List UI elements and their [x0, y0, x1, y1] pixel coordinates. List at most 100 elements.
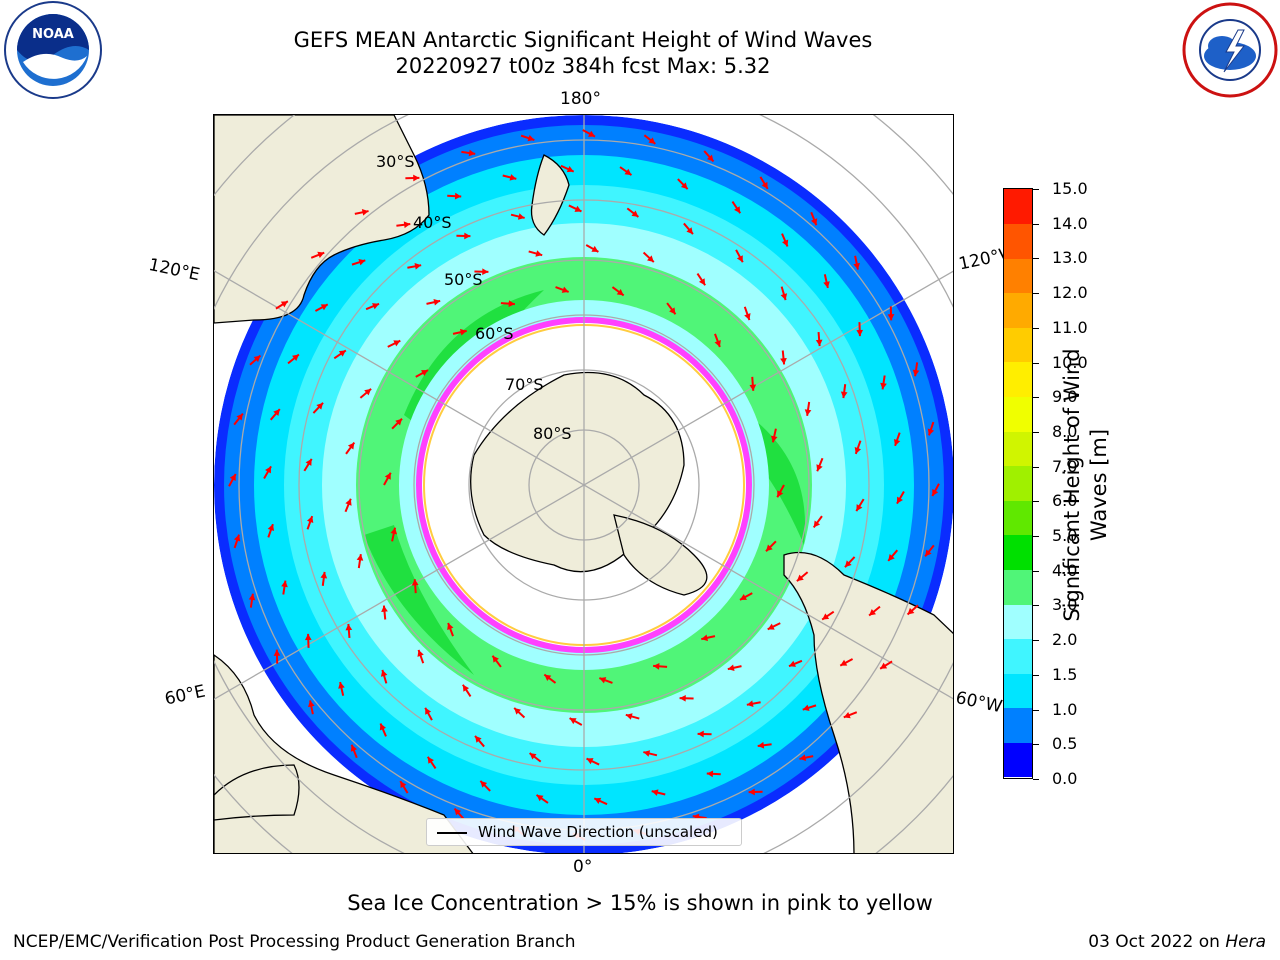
wave-arrow-head: [480, 780, 488, 788]
wave-arrow-head: [569, 718, 577, 725]
colorbar-tick-label: 0.0: [1052, 769, 1078, 788]
wave-arrow-head: [744, 313, 751, 321]
wave-arrow-head: [844, 560, 852, 568]
colorbar-tickmark: [1033, 258, 1039, 260]
wave-arrow-head: [535, 250, 543, 257]
colorbar-label: Significant Height of Wind Waves [m]: [1060, 348, 1111, 622]
colorbar-tickmark: [1033, 674, 1039, 676]
wave-arrow-head: [648, 137, 656, 144]
wave-arrow-head: [347, 442, 355, 450]
colorbar-tick-label: 10.0: [1052, 352, 1088, 372]
colorbar-tickmark: [1033, 570, 1039, 572]
wave-arrow-head: [427, 756, 434, 764]
colorbar-tick-label: 7.0: [1052, 456, 1078, 476]
colorbar-tick-label: 12.0: [1052, 283, 1088, 303]
wave-arrow-head: [927, 428, 935, 436]
wave-arrow-head: [508, 300, 515, 307]
wave-arrow-head: [320, 571, 328, 579]
wave-arrow-head: [680, 182, 688, 190]
colorbar-segment: [1004, 534, 1032, 570]
wave-arrow-head: [686, 227, 693, 235]
wave-arrow-head: [317, 251, 325, 259]
wave-arrow-head: [381, 605, 388, 613]
wave-arrow-head: [320, 304, 328, 311]
wave-arrow-head: [746, 700, 754, 708]
wave-arrow-head: [267, 524, 275, 532]
wave-arrow-head: [316, 402, 324, 410]
colorbar-tickmark: [1033, 327, 1039, 329]
wave-arrow-head: [651, 789, 659, 796]
wave-arrow-head: [265, 466, 272, 474]
wave-arrow-head: [932, 489, 939, 497]
colorbar-tick-label: 0.5: [1052, 734, 1078, 754]
wave-arrow-head: [822, 613, 830, 620]
wave-arrow-head: [345, 498, 352, 506]
wave-arrow-head: [364, 388, 372, 396]
wave-arrow-head: [236, 413, 243, 421]
noaa-logo: NOAA: [4, 1, 102, 99]
map-legend: Wind Wave Direction (unscaled): [426, 818, 742, 846]
wave-arrow-head: [403, 221, 411, 229]
wave-arrow-head: [701, 634, 709, 642]
lat-label-80s: 80°S: [533, 424, 572, 443]
wave-arrow-head: [588, 130, 596, 137]
wave-arrow-head: [714, 340, 721, 347]
colorbar-tick-label: 1.0: [1052, 699, 1078, 719]
colorbar-tick-label: 4.0: [1052, 560, 1078, 580]
lat-label-60s: 60°S: [475, 324, 514, 343]
lon-label-0: 0°: [573, 857, 593, 877]
colorbar-tickmark: [1033, 431, 1039, 433]
legend-line-swatch: [437, 832, 467, 834]
wave-arrow-head: [810, 218, 818, 226]
svg-text:NOAA: NOAA: [32, 27, 74, 42]
lon-label-180: 180°: [560, 89, 601, 109]
colorbar-segment: [1004, 292, 1032, 328]
wave-arrow-head: [345, 623, 353, 631]
wave-arrow-head: [856, 504, 863, 512]
wave-arrow-head: [698, 278, 706, 286]
wave-arrow-head: [749, 384, 757, 391]
map-panel[interactable]: [213, 114, 954, 854]
wave-arrow-head: [566, 166, 574, 173]
wave-arrow-head: [706, 770, 714, 778]
polar-map[interactable]: [214, 115, 954, 854]
wave-arrow-head: [356, 554, 364, 561]
lon-label-60w: 60°W: [953, 688, 1004, 718]
lat-label-40s: 40°S: [413, 213, 452, 232]
wave-arrow-head: [856, 329, 864, 337]
colorbar-segment: [1004, 742, 1032, 778]
colorbar-segment: [1004, 258, 1032, 294]
wave-arrow-head: [912, 369, 920, 377]
wave-arrow-head: [780, 357, 787, 365]
colorbar-tick-label: 11.0: [1052, 317, 1088, 337]
colorbar-tickmark: [1033, 501, 1039, 503]
wave-arrow-head: [304, 633, 312, 641]
footer-credit: NCEP/EMC/Verification Post Processing Pr…: [13, 932, 576, 952]
footer-machine: Hera: [1225, 932, 1266, 952]
wave-arrow-head: [734, 206, 741, 214]
colorbar-tickmark: [1033, 293, 1039, 295]
wave-arrow-head: [273, 409, 280, 416]
colorbar-tick-label: 5.0: [1052, 526, 1078, 546]
colorbar-tickmark: [1033, 189, 1039, 190]
wave-arrow-head: [907, 607, 915, 615]
wave-arrow-head: [823, 281, 830, 288]
wave-arrow-head: [679, 694, 686, 702]
colorbar-segment: [1004, 604, 1032, 640]
colorbar-tickmark: [1033, 397, 1039, 399]
wave-arrow-head: [631, 210, 639, 217]
wave-arrow-head: [253, 355, 261, 363]
lon-label-120e: 120°E: [146, 255, 202, 286]
wave-arrow-head: [425, 707, 432, 715]
wave-arrow-head: [647, 255, 654, 263]
wave-arrow-head: [468, 149, 476, 157]
graticule: [214, 115, 953, 853]
wave-arrow-head: [599, 677, 607, 684]
colorbar-segment: [1004, 189, 1032, 225]
wave-arrow-head: [421, 370, 429, 377]
wave-arrow-head: [796, 574, 804, 582]
wave-arrow-head: [414, 262, 422, 270]
wave-arrow-head: [869, 608, 876, 616]
wave-arrow-head: [561, 286, 569, 293]
colorbar-tickmark: [1033, 640, 1039, 642]
